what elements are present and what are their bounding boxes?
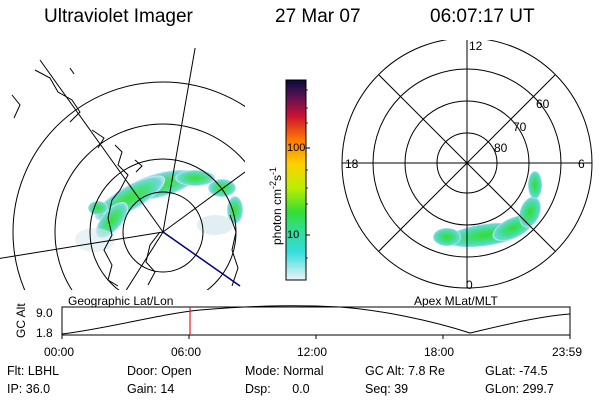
info-gc-alt: GC Alt: 7.8 Re — [365, 364, 445, 378]
info-glon: GLon: 299.7 — [485, 382, 554, 396]
date-label: 27 Mar 07 — [275, 6, 361, 27]
info-dsp: Dsp: 0.0 — [245, 382, 310, 396]
altitude-xtick-0600: 06:00 — [171, 345, 202, 359]
altitude-curve — [61, 305, 571, 335]
altitude-xtick-1200: 12:00 — [297, 345, 328, 359]
mlt-label-0: 0 — [466, 278, 473, 292]
geographic-map — [0, 48, 245, 290]
colorbar — [285, 79, 310, 281]
info-glat: GLat: -74.5 — [485, 364, 548, 378]
apex-map — [341, 40, 593, 289]
mlt-label-12: 12 — [469, 39, 483, 53]
lat-label-70: 70 — [513, 120, 527, 134]
geo-aurora — [75, 169, 243, 252]
geo-grid — [0, 48, 245, 290]
time-label: 06:07:17 UT — [430, 6, 535, 27]
geo-panel-label: Geographic Lat/Lon — [68, 294, 174, 308]
apex-aurora — [433, 171, 542, 248]
info-seq: Seq: 39 — [365, 382, 409, 396]
lat-label-60: 60 — [536, 97, 550, 111]
info-ip: IP: 36.0 — [7, 382, 51, 396]
altitude-ylabel: GC Alt — [14, 303, 28, 338]
altitude-ytick-9: 9.0 — [36, 306, 53, 320]
info-mode: Mode: Normal — [245, 364, 324, 378]
mlt-label-6: 6 — [578, 157, 585, 171]
info-door: Door: Open — [127, 364, 192, 378]
geo-track-line — [162, 231, 241, 287]
colorbar-tick-10: 10 — [287, 229, 300, 241]
altitude-plot-frame — [61, 306, 571, 336]
geo-coastline — [11, 67, 239, 287]
lat-label-80: 80 — [494, 141, 508, 155]
apex-panel-label: Apex MLat/MLT — [414, 294, 498, 308]
altitude-xtick-2359: 23:59 — [552, 345, 583, 359]
app-title: Ultraviolet Imager — [44, 6, 193, 27]
altitude-plot — [61, 305, 571, 339]
apex-grid — [341, 40, 593, 289]
info-gain: Gain: 14 — [127, 382, 175, 396]
colorbar-tick-100: 100 — [287, 142, 306, 154]
altitude-xtick-0000: 00:00 — [44, 345, 75, 359]
mlt-label-18: 18 — [345, 157, 359, 171]
altitude-ytick-1-8: 1.8 — [36, 326, 53, 340]
altitude-xtick-1800: 18:00 — [424, 345, 455, 359]
colorbar-scale — [285, 79, 307, 281]
info-filter: Flt: LBHL — [7, 364, 60, 378]
colorbar-unit-label: photon cm-2s-1 — [268, 166, 284, 245]
